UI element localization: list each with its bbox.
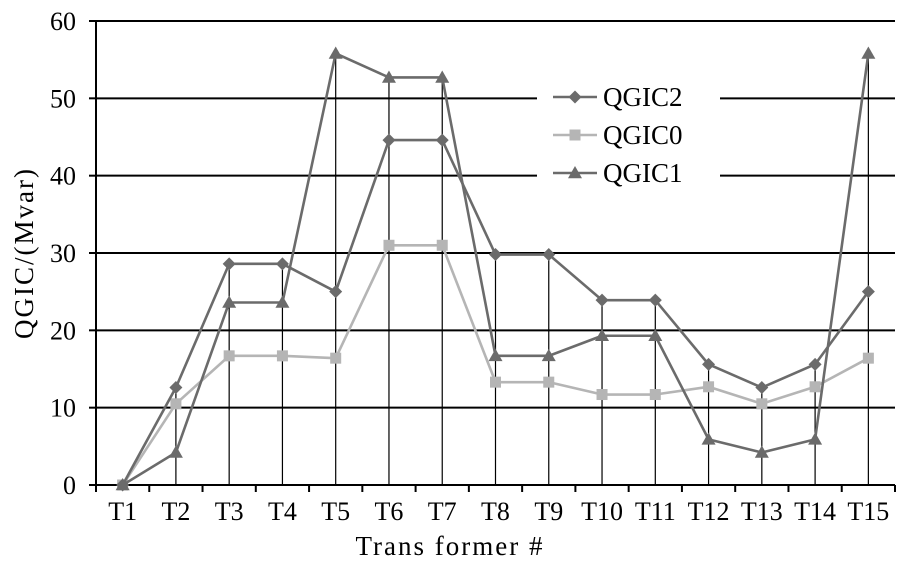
- data-point: [328, 46, 343, 59]
- x-tick-label: T1: [108, 497, 137, 526]
- x-tick-label: T10: [581, 497, 623, 526]
- data-point: [861, 46, 876, 59]
- data-point: [701, 432, 716, 445]
- data-point: [648, 328, 663, 341]
- x-tick-label: T8: [481, 497, 510, 526]
- data-point: [756, 398, 768, 410]
- y-tick-label: 60: [50, 7, 76, 36]
- data-point: [702, 357, 716, 371]
- data-point: [435, 70, 450, 83]
- x-tick-label: T5: [321, 497, 350, 526]
- x-tick-label: T14: [794, 497, 836, 526]
- legend-label: QGIC2: [603, 82, 683, 112]
- y-tick-label: 10: [50, 394, 76, 423]
- x-tick-label: T12: [688, 497, 730, 526]
- legend-marker: [568, 166, 582, 179]
- data-point: [861, 285, 875, 299]
- data-point: [329, 285, 343, 299]
- data-point: [383, 239, 395, 251]
- x-tick-label: T7: [428, 497, 457, 526]
- y-tick-label: 0: [63, 471, 76, 500]
- data-point: [754, 445, 769, 458]
- data-point: [755, 381, 769, 395]
- legend-label: QGIC1: [603, 158, 683, 188]
- data-point: [382, 133, 396, 147]
- x-tick-label: T15: [847, 497, 889, 526]
- data-point: [435, 133, 449, 147]
- x-tick-label: T9: [534, 497, 563, 526]
- legend-marker: [568, 90, 582, 104]
- data-point: [541, 348, 556, 362]
- data-point: [703, 381, 715, 393]
- data-point: [436, 239, 448, 251]
- y-tick-label: 20: [50, 316, 76, 345]
- data-point: [330, 352, 342, 364]
- x-tick-label: T3: [215, 497, 244, 526]
- data-point: [275, 295, 290, 308]
- x-tick-label: T6: [375, 497, 404, 526]
- data-point: [275, 257, 289, 271]
- data-point: [276, 350, 288, 362]
- data-point: [168, 445, 183, 458]
- data-point: [115, 478, 130, 491]
- data-point: [808, 357, 822, 371]
- legend-marker: [569, 129, 581, 141]
- y-tick-label: 50: [50, 84, 76, 113]
- data-point: [490, 376, 501, 388]
- data-point: [488, 348, 503, 362]
- x-tick-label: T2: [161, 497, 190, 526]
- data-point: [596, 389, 608, 401]
- data-point: [808, 432, 823, 445]
- data-point: [595, 328, 610, 341]
- x-tick-label: T13: [741, 497, 783, 526]
- y-tick-label: 30: [50, 239, 76, 268]
- y-tick-label: 40: [50, 162, 76, 191]
- data-point: [169, 381, 183, 395]
- data-point: [595, 293, 609, 307]
- legend-background: [537, 75, 720, 181]
- data-point: [542, 248, 556, 262]
- data-point: [649, 389, 661, 401]
- data-point: [862, 352, 874, 364]
- data-point: [489, 248, 502, 262]
- legend-label: QGIC0: [603, 120, 683, 150]
- data-point: [223, 350, 235, 362]
- x-tick-label: T4: [268, 497, 297, 526]
- data-point: [809, 381, 821, 393]
- data-point: [648, 293, 662, 307]
- data-point: [381, 70, 396, 83]
- data-point: [222, 257, 236, 271]
- x-tick-label: T11: [635, 497, 676, 526]
- x-axis-title: Trans former #: [356, 531, 545, 561]
- y-axis-title: QGIC/(Mvar): [9, 167, 39, 339]
- data-point: [543, 376, 555, 388]
- data-point: [222, 295, 237, 308]
- data-point: [170, 398, 182, 410]
